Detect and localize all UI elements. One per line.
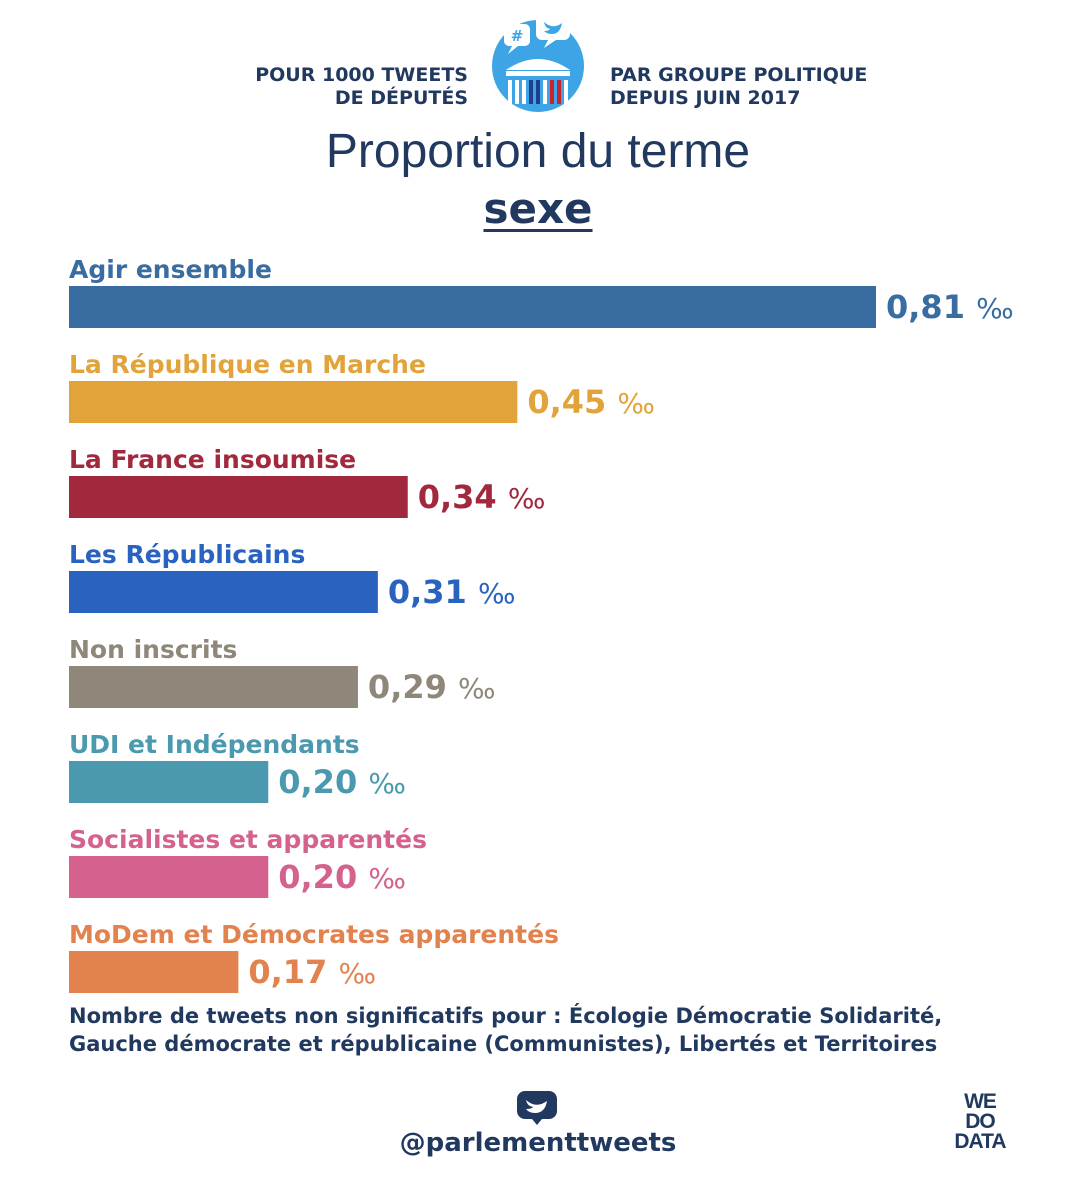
category-label: MoDem et Démocrates apparentés: [69, 920, 559, 949]
wedodata-logo: WE DO DATA: [940, 1090, 1020, 1153]
category-label: La République en Marche: [69, 350, 426, 379]
bar: [69, 476, 408, 518]
value-label: 0,34 ‰: [418, 478, 546, 516]
brand-line1: WE: [964, 1090, 997, 1113]
category-label: Non inscrits: [69, 635, 237, 664]
twitter-bubble-icon: [517, 1091, 557, 1125]
header-left-line2: DE DÉPUTÉS: [334, 87, 468, 109]
bar: [69, 666, 358, 708]
category-label: Les Républicains: [69, 540, 305, 569]
value-label: 0,45 ‰: [527, 383, 655, 421]
brand-line3: DATA: [954, 1130, 1006, 1153]
header-right-text: PAR GROUPE POLITIQUE DEPUIS JUIN 2017: [610, 64, 867, 110]
value-label: 0,17 ‰: [248, 953, 376, 991]
bar: [69, 571, 378, 613]
header-left-text: POUR 1000 TWEETS DE DÉPUTÉS: [255, 64, 468, 110]
value-label: 0,29 ‰: [368, 668, 496, 706]
category-label: Socialistes et apparentés: [69, 825, 427, 854]
header-right-line2: DEPUIS JUIN 2017: [610, 87, 801, 109]
twitter-handle[interactable]: @parlementtweets: [399, 1128, 677, 1158]
chart-term: sexe: [483, 184, 593, 233]
svg-text:#: #: [511, 27, 524, 45]
bar: [69, 286, 876, 328]
footnote-line1: Nombre de tweets non significatifs pour …: [69, 1004, 943, 1028]
chart-title: Proportion du terme: [325, 125, 751, 178]
bar-chart: Agir ensemble 0,81 ‰ La République en Marc…: [69, 255, 1014, 993]
bar: [69, 761, 269, 803]
header-left-line1: POUR 1000 TWEETS: [255, 64, 468, 86]
assembly-twitter-icon: #: [492, 14, 584, 112]
brand-line2: DO: [965, 1110, 996, 1133]
footnote-line2: Gauche démocrate et républicaine (Commun…: [69, 1032, 938, 1056]
bar: [69, 381, 518, 423]
value-label: 0,20 ‰: [278, 763, 406, 801]
category-label: UDI et Indépendants: [69, 730, 360, 759]
value-label: 0,81 ‰: [886, 288, 1014, 326]
footnote: Nombre de tweets non significatifs pour …: [69, 1002, 1029, 1058]
header: POUR 1000 TWEETS DE DÉPUTÉS # PAR GROUPE…: [0, 0, 1076, 120]
bar: [69, 856, 269, 898]
value-label: 0,31 ‰: [388, 573, 516, 611]
bar: [69, 951, 239, 993]
category-label: Agir ensemble: [69, 255, 272, 284]
header-right-line1: PAR GROUPE POLITIQUE: [610, 64, 868, 86]
category-label: La France insoumise: [69, 445, 356, 474]
value-label: 0,20 ‰: [278, 858, 406, 896]
